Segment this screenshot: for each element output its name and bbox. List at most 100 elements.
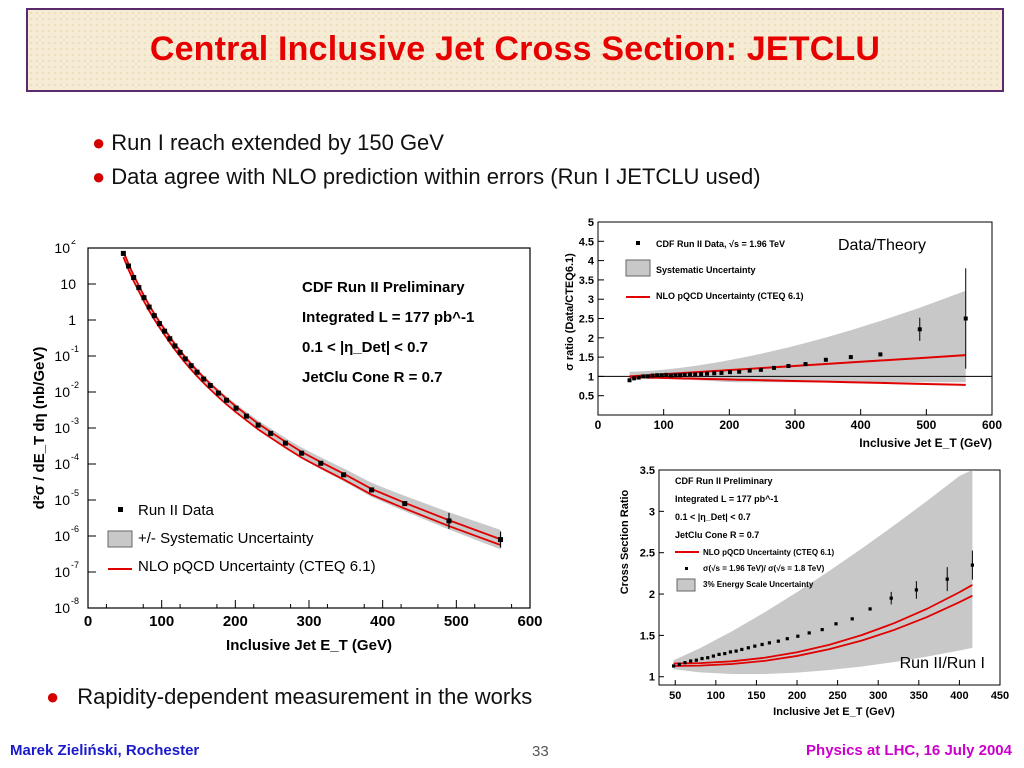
data-point bbox=[678, 373, 683, 378]
y-tick-label: 10 bbox=[54, 528, 70, 544]
data-point bbox=[318, 460, 324, 466]
data-point bbox=[717, 652, 721, 657]
y-tick-label: 1.5 bbox=[640, 630, 655, 642]
data-point bbox=[645, 374, 650, 379]
x-tick-label: 100 bbox=[149, 613, 174, 630]
legend-band-swatch bbox=[625, 259, 651, 277]
data-point bbox=[299, 450, 305, 456]
x-tick-label: 600 bbox=[982, 418, 1002, 432]
data-point bbox=[803, 362, 808, 367]
nlo-curve bbox=[122, 256, 501, 546]
data-point bbox=[194, 369, 200, 375]
legend-data-marker bbox=[118, 507, 123, 512]
info-text: CDF Run II Preliminary bbox=[675, 476, 773, 486]
bullet-1-text: Run I reach extended by 150 GeV bbox=[111, 130, 444, 155]
info-text: 0.1 < |η_Det| < 0.7 bbox=[675, 512, 751, 522]
y-tick-label: 10 bbox=[54, 564, 70, 580]
data-point bbox=[402, 501, 408, 507]
data-point bbox=[712, 371, 717, 376]
data-point bbox=[747, 368, 752, 373]
data-point bbox=[699, 372, 704, 377]
x-tick-label: 300 bbox=[296, 613, 321, 630]
x-axis-label: Inclusive Jet E_T (GeV) bbox=[773, 706, 895, 718]
y-tick-label: 0.5 bbox=[579, 391, 594, 403]
data-point bbox=[498, 537, 504, 543]
bullet-dot: ● bbox=[92, 164, 106, 189]
data-point bbox=[167, 336, 173, 342]
info-text: Integrated L = 177 pb^-1 bbox=[302, 309, 474, 326]
legend-data-marker bbox=[636, 241, 640, 245]
legend-label: +/- Systematic Uncertainty bbox=[138, 530, 314, 547]
y-tick-label: 2.5 bbox=[579, 314, 594, 326]
legend-band-swatch bbox=[107, 530, 133, 548]
data-point bbox=[693, 372, 698, 377]
data-point bbox=[807, 631, 811, 635]
y-tick-label: 2 bbox=[649, 589, 655, 601]
data-point bbox=[659, 373, 664, 378]
plot-frame bbox=[87, 247, 531, 609]
data-point bbox=[131, 275, 137, 281]
y-tick-label: 1 bbox=[588, 371, 594, 383]
data-point bbox=[727, 370, 732, 375]
data-point bbox=[878, 352, 883, 357]
x-axis-label: Inclusive Jet E_T (GeV) bbox=[226, 637, 392, 654]
data-point bbox=[162, 328, 168, 334]
legend-label: NLO pQCD Uncertainty (CTEQ 6.1) bbox=[138, 558, 376, 575]
run2-run1-ratio-chart: 50 100 150 200 250 300 350 400 450 1 1.5 2 2.5 3 3.5 CD… bbox=[615, 460, 1010, 720]
x-tick-label: 100 bbox=[707, 690, 725, 702]
x-tick-label: 50 bbox=[669, 690, 681, 702]
legend-label: Systematic Uncertainty bbox=[656, 265, 756, 275]
x-tick-label: 500 bbox=[916, 418, 936, 432]
data-point bbox=[141, 295, 147, 301]
y-tick-label: 1 bbox=[68, 312, 76, 328]
data-point bbox=[786, 363, 791, 368]
data-point bbox=[785, 637, 789, 641]
x-tick-label: 400 bbox=[370, 613, 395, 630]
y-tick-label: 10 bbox=[54, 420, 70, 436]
data-point bbox=[677, 662, 681, 666]
y-axis-label: σ ratio (Data/CTEQ6.1) bbox=[564, 253, 576, 371]
bullet-3-text: Rapidity-dependent measurement in the wo… bbox=[77, 684, 533, 709]
data-point bbox=[627, 378, 632, 383]
info-text: 0.1 < |η_Det| < 0.7 bbox=[302, 339, 428, 356]
data-point bbox=[850, 617, 854, 621]
data-point bbox=[207, 383, 213, 389]
data-point bbox=[760, 642, 764, 647]
slide-title: Central Inclusive Jet Cross Section: JET… bbox=[149, 30, 881, 68]
y-tick-label: 10 bbox=[54, 348, 70, 364]
data-point bbox=[650, 373, 655, 378]
data-point bbox=[632, 376, 637, 381]
annotation-data-theory: Data/Theory bbox=[838, 237, 926, 254]
bullet-2-text: Data agree with NLO prediction within er… bbox=[111, 164, 761, 189]
data-point bbox=[719, 370, 724, 375]
data-point bbox=[255, 422, 261, 428]
y-tick-exponent: -6 bbox=[71, 524, 79, 534]
data-point bbox=[172, 343, 178, 349]
data-point bbox=[672, 664, 676, 668]
x-tick-label: 450 bbox=[991, 690, 1009, 702]
data-point bbox=[711, 654, 715, 658]
legend-label: NLO pQCD Uncertainty (CTEQ 6.1) bbox=[656, 291, 804, 301]
data-point bbox=[706, 656, 710, 660]
data-point bbox=[146, 304, 152, 310]
y-tick-label: 4.5 bbox=[579, 236, 594, 248]
data-point bbox=[636, 375, 641, 380]
data-point bbox=[268, 430, 274, 436]
data-point bbox=[914, 588, 918, 592]
title-banner: Central Inclusive Jet Cross Section: JET… bbox=[26, 8, 1004, 92]
nlo-upper-curve bbox=[673, 584, 973, 665]
data-point bbox=[970, 563, 974, 567]
y-tick-label: 10 bbox=[54, 492, 70, 508]
y-tick-label: 10 bbox=[54, 456, 70, 472]
page-number: 33 bbox=[532, 743, 549, 760]
bullet-2: ● Data agree with NLO prediction within e… bbox=[92, 164, 761, 190]
data-point bbox=[673, 373, 678, 378]
data-point bbox=[664, 372, 669, 377]
data-point bbox=[683, 661, 687, 665]
data-point bbox=[341, 472, 347, 478]
bullet-3: ● Rapidity-dependent measurement in the w… bbox=[46, 684, 532, 710]
data-point bbox=[700, 656, 704, 661]
y-tick-exponent: -5 bbox=[71, 488, 79, 498]
systematic-uncertainty-band bbox=[123, 251, 501, 550]
y-tick-label: 4 bbox=[588, 256, 595, 268]
